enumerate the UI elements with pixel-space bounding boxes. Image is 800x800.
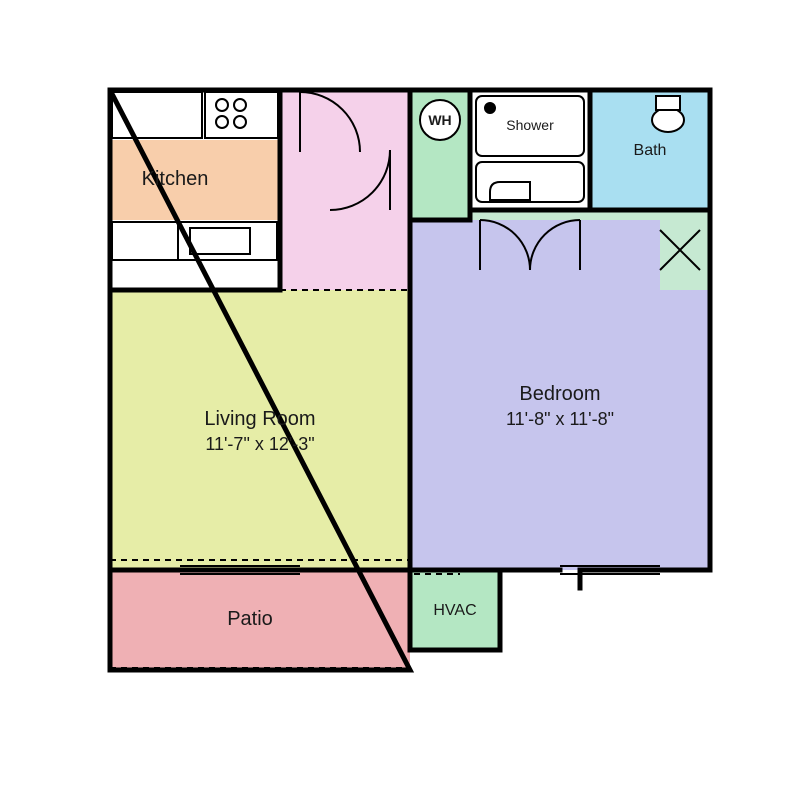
floor-plan: Living Room 11'-7" x 12'-3" Bedroom 11'-… xyxy=(0,0,800,800)
wh-label: WH xyxy=(428,112,451,128)
hvac-label: HVAC xyxy=(433,602,476,619)
bath-label: Bath xyxy=(634,142,667,159)
living-fill xyxy=(110,290,410,570)
kitchen-label: Kitchen xyxy=(142,168,209,190)
shower-label: Shower xyxy=(506,117,554,133)
bedroom-dims: 11'-8" x 11'-8" xyxy=(506,409,614,429)
patio-label: Patio xyxy=(227,608,273,630)
bedroom-label: Bedroom xyxy=(519,383,600,405)
living-label: Living Room xyxy=(204,408,315,430)
living-dims: 11'-7" x 12'-3" xyxy=(205,434,314,454)
